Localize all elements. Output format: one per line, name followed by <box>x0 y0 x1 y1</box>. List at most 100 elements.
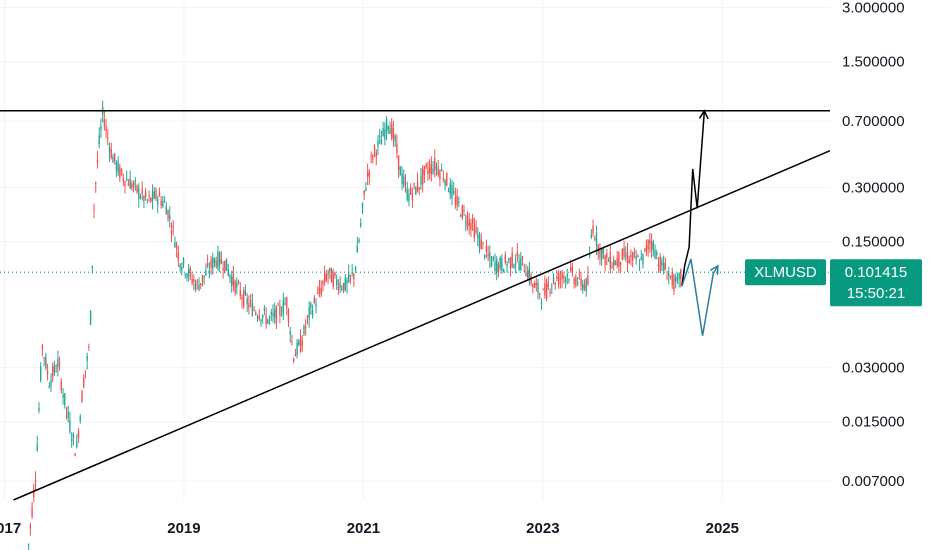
candle-body <box>177 252 180 261</box>
candle-body <box>198 284 200 291</box>
candle-body <box>150 197 152 202</box>
candle-body <box>509 257 512 269</box>
candle-body <box>325 274 328 281</box>
candle-body <box>243 289 245 307</box>
candle-body <box>120 168 123 175</box>
candle-body <box>292 358 295 362</box>
price-tick-label: 0.015000 <box>842 414 905 431</box>
candle-body <box>375 151 377 158</box>
candle-body <box>630 255 632 258</box>
candle-body <box>554 282 556 286</box>
candle-body <box>308 307 310 319</box>
candle-body <box>566 274 568 277</box>
last-price-box <box>830 259 922 307</box>
candle-body <box>301 340 303 346</box>
candle-body <box>151 191 154 201</box>
candle-body <box>377 140 379 147</box>
candle-body <box>193 278 195 283</box>
time-axis[interactable]: 2017 2019 2021 2023 2025 <box>0 520 739 537</box>
candle-body <box>317 292 319 294</box>
candle-body <box>582 284 584 291</box>
candle-body <box>631 252 634 261</box>
candle-body <box>353 273 355 279</box>
candle-body <box>378 136 381 138</box>
candle-body <box>206 263 209 267</box>
candle-body <box>318 287 321 294</box>
trend-line[interactable] <box>13 149 831 501</box>
candle-body <box>255 312 257 315</box>
candle-body <box>67 411 69 419</box>
candle-body <box>139 196 142 199</box>
candle-body <box>599 247 601 258</box>
candle-body <box>552 276 555 283</box>
candle-body <box>392 127 395 139</box>
price-tick-label: 0.007000 <box>842 473 905 490</box>
candle-body <box>664 263 667 270</box>
candle-body <box>372 155 374 160</box>
price-tick-label: 0.300000 <box>842 179 905 196</box>
candle-body <box>652 241 655 251</box>
bear-projection-path[interactable] <box>681 258 719 336</box>
candle-body <box>501 258 503 271</box>
candle-body <box>604 255 606 265</box>
time-tick-label: 2025 <box>706 520 739 537</box>
candle-body <box>29 525 32 529</box>
candle-body <box>654 250 656 259</box>
candle-body <box>232 274 235 286</box>
price-axis[interactable]: 3.000000 1.500000 0.700000 0.300000 0.150000… <box>842 0 905 490</box>
candle-body <box>408 193 410 202</box>
candle-body <box>373 145 376 151</box>
candle-body <box>401 173 403 184</box>
candle-body <box>446 173 448 186</box>
candle-body <box>74 453 76 457</box>
candle-body <box>570 267 572 271</box>
candle-body <box>105 126 107 131</box>
candle-body <box>58 363 61 365</box>
candle-body <box>511 252 513 267</box>
candle-body <box>523 270 525 272</box>
candle-body <box>169 215 171 220</box>
candle-body <box>625 255 627 257</box>
candle-body <box>540 302 543 304</box>
candle-body <box>595 232 598 246</box>
candle-body <box>298 341 300 345</box>
candle-body <box>296 342 298 355</box>
candle-body <box>280 313 283 316</box>
candle-body <box>575 277 577 286</box>
candle-body <box>179 264 181 269</box>
candle-body <box>279 305 281 315</box>
candle-body <box>468 219 470 226</box>
candle-body <box>181 266 183 271</box>
candle-body <box>163 200 166 202</box>
bull-projection-path[interactable] <box>681 110 706 287</box>
candle-body <box>473 224 476 239</box>
candle-body <box>580 277 582 287</box>
candle-body <box>649 239 651 244</box>
candle-body <box>344 277 346 290</box>
candle-body <box>93 208 95 210</box>
candle-body <box>490 258 493 267</box>
candle-body <box>43 357 45 359</box>
candle-body <box>602 247 605 254</box>
candle-body <box>258 315 260 320</box>
candle-body <box>671 271 673 285</box>
candle-body <box>623 248 625 257</box>
symbol-label-box <box>745 259 826 286</box>
candle-body <box>335 279 338 286</box>
candle-body <box>222 268 224 271</box>
candle-body <box>427 169 429 174</box>
candle-body <box>380 139 383 145</box>
candle-body <box>303 325 305 335</box>
bear-arrow-head <box>709 264 719 275</box>
candle-body <box>530 275 532 284</box>
candle-body <box>348 273 350 282</box>
symbol-label: XLMUSD <box>754 264 817 281</box>
candle-body <box>38 408 40 411</box>
candle-body <box>55 371 57 373</box>
candle-body <box>483 255 486 258</box>
candle-body <box>200 283 202 286</box>
candle-body <box>291 341 293 343</box>
candle-body <box>88 346 90 348</box>
candle-body <box>113 153 116 162</box>
